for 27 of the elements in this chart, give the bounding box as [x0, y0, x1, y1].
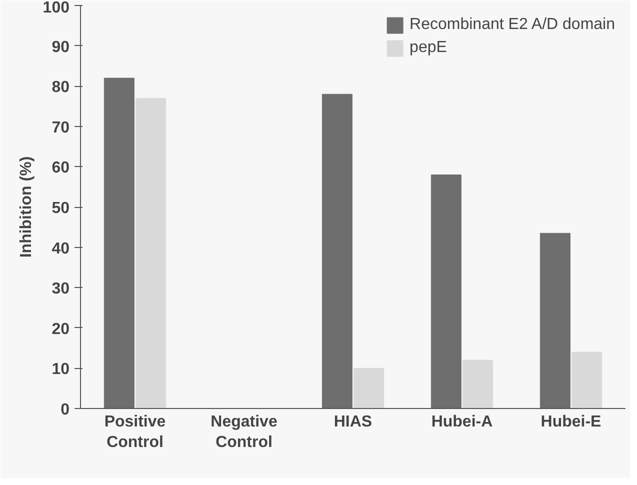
- y-tick-label: 50: [52, 200, 70, 217]
- x-tick-label: Hubei-A: [431, 414, 494, 430]
- y-tick-label: 0: [60, 402, 70, 418]
- x-tick-label: Hubei-E: [540, 414, 602, 430]
- x-tick-label: Negative Control: [210, 414, 278, 451]
- bar: [430, 174, 462, 408]
- y-tick-label: 10: [52, 361, 70, 378]
- bar: [572, 352, 602, 408]
- y-tick-label: 20: [52, 320, 70, 338]
- bar: [462, 360, 494, 408]
- y-tick-label: 60: [52, 160, 70, 177]
- bar: [322, 94, 352, 408]
- y-tick-label: 30: [52, 280, 70, 298]
- bar: [354, 368, 384, 408]
- bar: [136, 98, 166, 408]
- y-axis-title: Inhibition (%): [18, 156, 35, 258]
- legend-label: pepE: [410, 39, 448, 57]
- x-tick-label: Positive Control: [104, 414, 166, 451]
- legend-label: Recombinant E2 A/D domain: [410, 16, 615, 34]
- y-tick-label: 70: [52, 119, 70, 136]
- y-tick-label: 80: [52, 79, 70, 96]
- y-tick-label: 40: [52, 240, 70, 258]
- y-tick-label: 100: [42, 0, 70, 16]
- y-tick-label: 90: [52, 38, 70, 56]
- bar: [104, 78, 134, 408]
- x-tick-label: HIAS: [334, 414, 372, 430]
- bar: [540, 232, 570, 408]
